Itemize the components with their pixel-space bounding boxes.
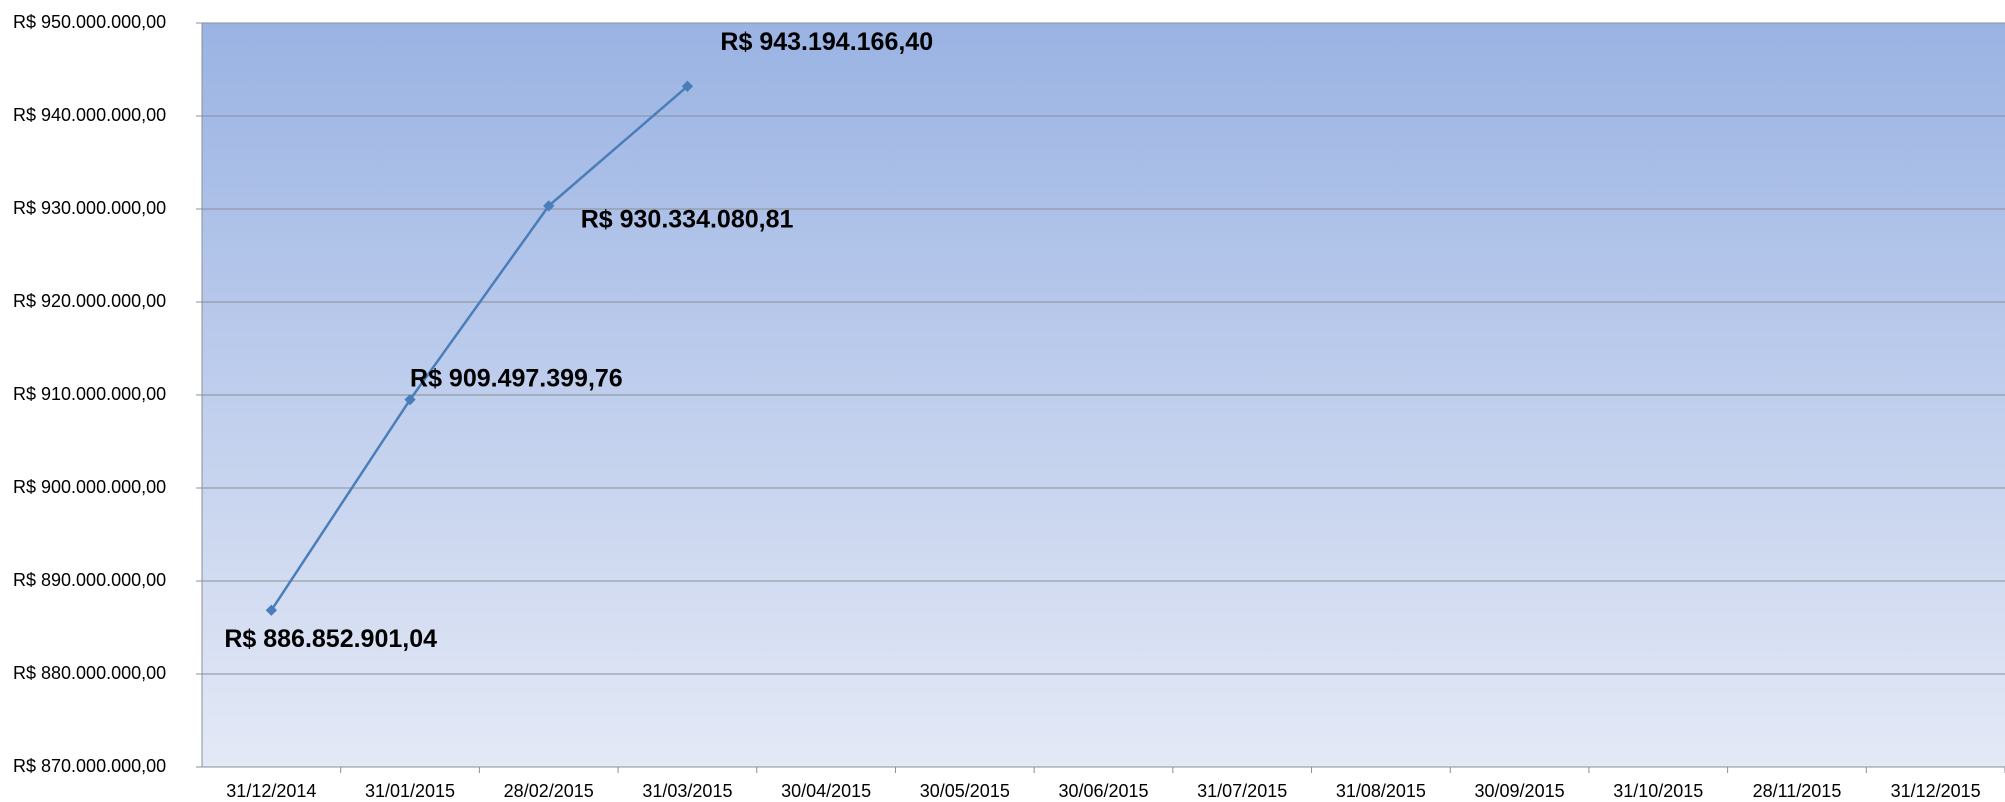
x-tick-label: 30/09/2015 [1475, 781, 1565, 801]
x-tick-label: 31/10/2015 [1613, 781, 1703, 801]
y-tick-label: R$ 920.000.000,00 [13, 291, 166, 311]
x-tick-label: 28/02/2015 [504, 781, 594, 801]
x-tick-label: 31/08/2015 [1336, 781, 1426, 801]
y-tick-label: R$ 870.000.000,00 [13, 756, 166, 776]
point [265, 604, 278, 616]
point [404, 394, 416, 406]
y-tick-label: R$ 910.000.000,00 [13, 384, 166, 404]
x-tick-label: 31/07/2015 [1197, 781, 1287, 801]
x-tick-label: 31/03/2015 [642, 781, 732, 801]
y-tick-label: R$ 950.000.000,00 [13, 12, 166, 32]
x-tick-label: 30/04/2015 [781, 781, 871, 801]
x-tick-label: 31/01/2015 [365, 781, 455, 801]
x-tick-label: 31/12/2015 [1891, 781, 1981, 801]
y-tick-label: R$ 900.000.000,00 [13, 477, 166, 497]
y-tick-label: R$ 880.000.000,00 [13, 663, 166, 683]
x-tick-label: 30/06/2015 [1058, 781, 1148, 801]
x-tick-label: 31/12/2014 [226, 781, 316, 801]
x-tick-label: 30/05/2015 [920, 781, 1010, 801]
x-tick-label: 28/11/2015 [1753, 781, 1842, 801]
data-label: R$ 886.852.901,04 [224, 625, 437, 653]
y-tick-label: R$ 930.000.000,00 [13, 198, 166, 218]
data-label: R$ 930.334.080,81 [581, 206, 794, 234]
data-label: R$ 943.194.166,40 [720, 28, 933, 56]
y-tick-label: R$ 940.000.000,00 [13, 105, 166, 125]
point [543, 200, 555, 212]
data-label: R$ 909.497.399,76 [410, 364, 623, 392]
y-tick-label: R$ 890.000.000,00 [13, 570, 166, 590]
line [270, 85, 689, 611]
